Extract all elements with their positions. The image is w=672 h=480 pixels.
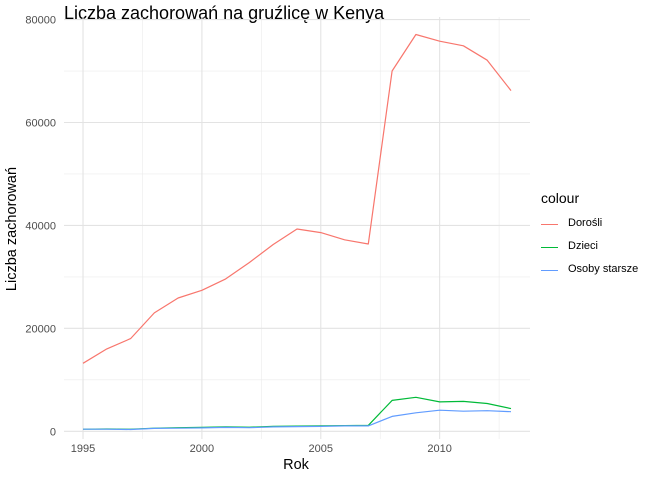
series-line [82,33,512,364]
legend-label: Osoby starsze [568,263,639,275]
legend-label: Dzieci [568,240,598,252]
grid-lines [64,17,530,439]
series-line [83,409,512,431]
y-tick-label: 80000 [25,15,56,27]
legend-label: Dorośli [568,217,603,229]
chart-title: Liczba zachorowań na gruźlicę w Kenya [64,3,385,23]
x-tick-label: 2000 [190,443,214,455]
y-tick-label: 40000 [25,220,56,232]
x-tick-label: 2010 [427,443,451,455]
legend-item: Dorośli [541,214,602,237]
series-lines [82,33,512,431]
legend-title: colour [541,190,580,206]
legend-key [541,224,558,225]
y-tick-label: 60000 [25,118,56,130]
legend-item: Osoby starsze [541,260,638,283]
legend: colour Dorośli Dzieci Osoby starsze [541,190,638,283]
legend-key [541,247,558,248]
y-tick-label: 20000 [25,323,56,335]
legend-item: Dzieci [541,237,598,260]
legend-items: Dorośli Dzieci Osoby starsze [541,214,638,283]
legend-key [541,270,558,271]
x-tick-label: 2005 [309,443,333,455]
y-tick-label: 0 [50,426,56,438]
tick-labels: 0 20000 40000 60000 80000 1995 2000 2005 2010 [25,15,451,455]
x-axis-title: Rok [283,457,309,473]
x-tick-label: 1995 [71,443,95,455]
series-line [82,396,512,430]
